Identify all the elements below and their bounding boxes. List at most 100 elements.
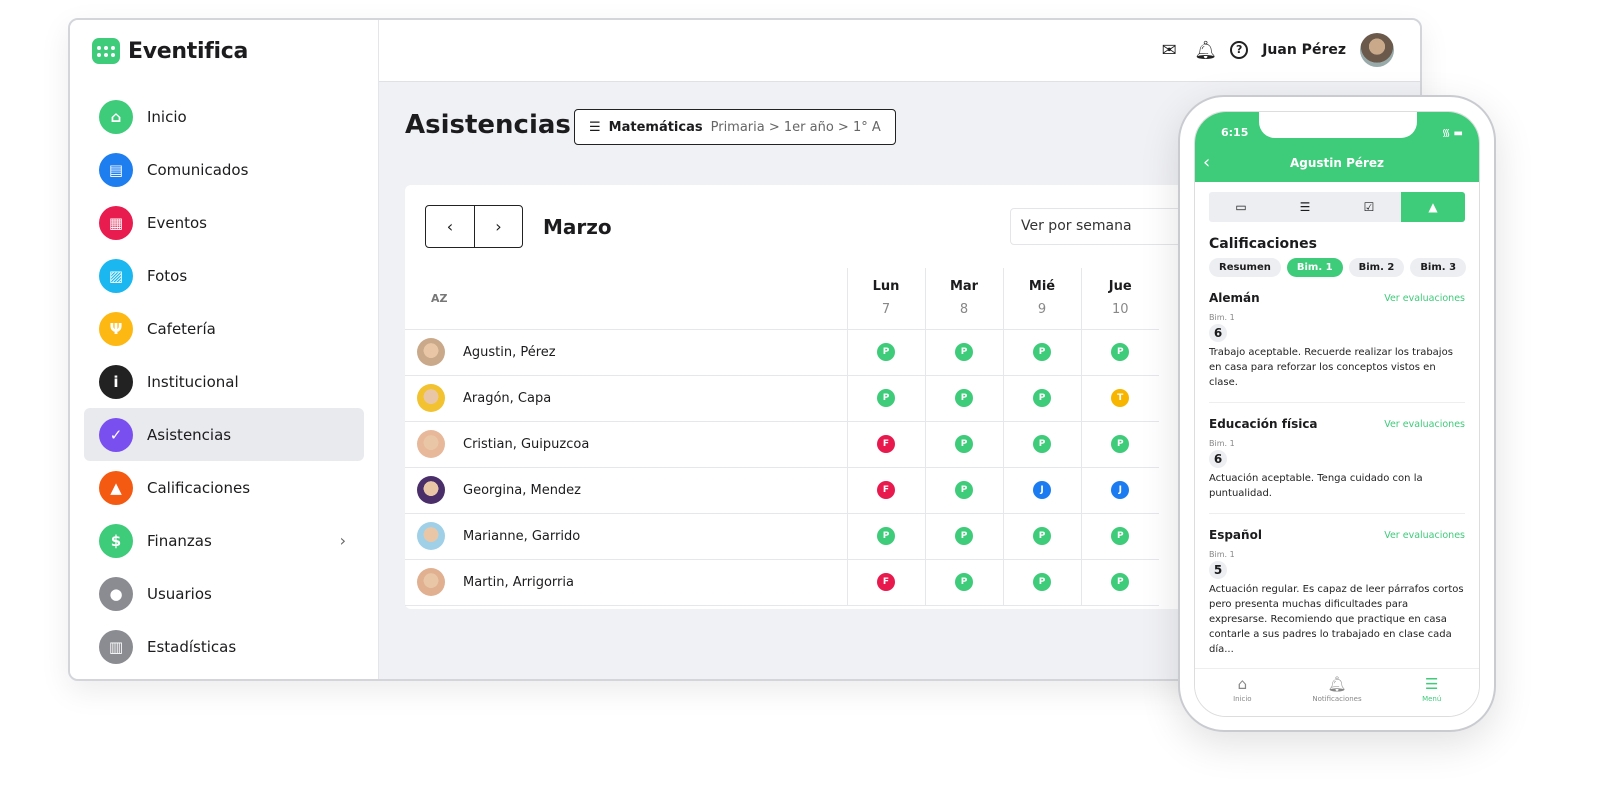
- sidebar-item-6[interactable]: ✓ Asistencias: [84, 408, 364, 461]
- phone-tabs: ▭ ☰ ☑ ▲: [1209, 192, 1465, 222]
- id-card-icon[interactable]: ▭: [1235, 200, 1247, 214]
- user-name[interactable]: Juan Pérez: [1262, 42, 1346, 58]
- student-name[interactable]: Georgina, Mendez: [463, 482, 582, 498]
- attendance-badge[interactable]: P: [1111, 573, 1130, 591]
- sidebar-item-9[interactable]: ● Usuarios: [84, 567, 364, 620]
- day-name: Jue: [1108, 279, 1132, 295]
- attendance-badge[interactable]: P: [877, 527, 895, 545]
- page-title: Asistencias: [405, 110, 571, 140]
- sidebar-item-10[interactable]: ▥ Estadísticas: [84, 620, 364, 673]
- sidebar-nav: ⌂ Inicio ▤ Comunicados ▦ Eventos ▨ Fotos Ψ Cafete…: [84, 90, 364, 673]
- tab-notificaciones[interactable]: 🔔︎ Notificaciones: [1290, 669, 1385, 716]
- attendance-badge[interactable]: F: [877, 481, 895, 499]
- attendance-badge[interactable]: T: [1111, 389, 1130, 407]
- student-name[interactable]: Martin, Arrigorria: [463, 574, 574, 590]
- graduation-cap-icon[interactable]: ▲: [1401, 192, 1465, 222]
- student-name[interactable]: Agustin, Pérez: [463, 344, 556, 360]
- user-avatar[interactable]: [1360, 33, 1394, 67]
- table-row: Cristian, Guipuzcoa F P P P: [405, 421, 1159, 468]
- period-pills: Resumen Bim. 1 Bim. 2 Bim. 3: [1209, 258, 1479, 277]
- attendance-badge[interactable]: P: [955, 481, 973, 499]
- attendance-badge[interactable]: F: [877, 573, 895, 591]
- attendance-badge[interactable]: J: [1111, 481, 1130, 499]
- sidebar-item-1[interactable]: ▤ Comunicados: [84, 143, 364, 196]
- bell-icon[interactable]: 🔔︎: [1194, 39, 1218, 61]
- table-row: Martin, Arrigorria F P P P: [405, 559, 1159, 606]
- subject-name: Educación física: [1209, 417, 1318, 431]
- phone-tabbar: ⌂ Inicio 🔔︎ Notificaciones ☰ Menú: [1195, 668, 1479, 716]
- period-pill[interactable]: Resumen: [1209, 258, 1281, 277]
- attendance-badge[interactable]: P: [955, 389, 973, 407]
- attendance-badge[interactable]: P: [955, 343, 973, 361]
- subject-grade: Español Ver evaluaciones Bim. 1 5 Actuación …: [1209, 514, 1465, 670]
- tab-inicio[interactable]: ⌂ Inicio: [1195, 669, 1290, 716]
- sidebar-item-0[interactable]: ⌂ Inicio: [84, 90, 364, 143]
- sidebar-item-5[interactable]: i Institucional: [84, 355, 364, 408]
- photo-icon: ▨: [99, 258, 133, 293]
- subject-name: Español: [1209, 528, 1262, 542]
- dollar-icon: $: [99, 523, 133, 558]
- day-number: 9: [1037, 302, 1047, 318]
- attendance-badge[interactable]: P: [955, 573, 973, 591]
- attendance-badge[interactable]: P: [1033, 389, 1051, 407]
- attendance-badge[interactable]: P: [877, 343, 895, 361]
- sidebar-item-label: Cafetería: [147, 319, 216, 338]
- attendance-badge[interactable]: P: [1033, 573, 1051, 591]
- attendance-table: AZ Lun 7 Mar 8 Mié 9 Jue 10 Agustin, Pérez P P P P Ar…: [405, 268, 1159, 606]
- sidebar-item-3[interactable]: ▨ Fotos: [84, 249, 364, 302]
- subject-grade: Alemán Ver evaluaciones Bim. 1 6 Trabajo ace…: [1209, 277, 1465, 403]
- list-icon[interactable]: ☰: [1299, 200, 1311, 214]
- attendance-badge[interactable]: J: [1033, 481, 1051, 499]
- student-name: Agustin Pérez: [1289, 156, 1385, 170]
- attendance-badge[interactable]: P: [1033, 343, 1051, 361]
- view-evaluations-link[interactable]: Ver evaluaciones: [1384, 529, 1465, 541]
- attendance-badge[interactable]: P: [1111, 435, 1130, 453]
- next-button[interactable]: ›: [474, 206, 522, 247]
- sidebar-item-label: Usuarios: [147, 584, 212, 603]
- student-name[interactable]: Aragón, Capa: [463, 390, 552, 406]
- tab-menu[interactable]: ☰ Menú: [1384, 669, 1479, 716]
- sidebar-item-8[interactable]: $ Finanzas ›: [84, 514, 364, 567]
- clipboard-icon[interactable]: ☑: [1363, 200, 1375, 214]
- student-name[interactable]: Cristian, Guipuzcoa: [463, 436, 590, 452]
- graduation-cap-icon: ▲: [99, 470, 133, 505]
- back-icon[interactable]: ‹: [1203, 152, 1211, 173]
- day-header: Mar 8: [924, 268, 1003, 330]
- sidebar-item-label: Asistencias: [147, 425, 232, 444]
- sidebar-item-7[interactable]: ▲ Calificaciones: [84, 461, 364, 514]
- period-pill[interactable]: Bim. 2: [1348, 258, 1405, 277]
- attendance-badge[interactable]: P: [1033, 527, 1051, 545]
- period-label: Bim. 1: [1209, 550, 1235, 559]
- attendance-badge[interactable]: P: [1111, 527, 1130, 545]
- prev-button[interactable]: ‹: [426, 206, 474, 247]
- logo[interactable]: Eventifica: [92, 38, 248, 64]
- grade-comment: Trabajo aceptable. Recuerde realizar los…: [1209, 347, 1453, 388]
- sidebar-item-4[interactable]: Ψ Cafetería: [84, 302, 364, 355]
- table-row: Georgina, Mendez F P J J: [405, 467, 1159, 514]
- student-avatar: [417, 568, 445, 596]
- status-icons: ᯾ ▬: [1441, 128, 1463, 139]
- grade-value: 6: [1209, 324, 1227, 342]
- period-pill[interactable]: Bim. 3: [1410, 258, 1467, 277]
- info-icon: i: [99, 364, 133, 399]
- attendance-badge[interactable]: F: [877, 435, 895, 453]
- attendance-badge[interactable]: P: [1033, 435, 1051, 453]
- mail-icon[interactable]: ✉: [1161, 39, 1177, 61]
- sidebar: Eventifica ⌂ Inicio ▤ Comunicados ▦ Eventos ▨ F…: [70, 20, 379, 679]
- class-selector[interactable]: ☰ Matemáticas Primaria > 1er año > 1° A: [574, 109, 896, 145]
- help-icon[interactable]: ?: [1230, 41, 1249, 59]
- attendance-badge[interactable]: P: [955, 435, 973, 453]
- view-evaluations-link[interactable]: Ver evaluaciones: [1384, 418, 1465, 430]
- attendance-badge[interactable]: P: [1111, 343, 1130, 361]
- attendance-badge[interactable]: P: [955, 527, 973, 545]
- student-name[interactable]: Marianne, Garrido: [463, 528, 581, 544]
- attendance-badge[interactable]: P: [877, 389, 895, 407]
- day-name: Mar: [949, 279, 979, 295]
- sidebar-item-2[interactable]: ▦ Eventos: [84, 196, 364, 249]
- period-pill[interactable]: Bim. 1: [1286, 258, 1343, 277]
- period-label: Bim. 1: [1209, 313, 1235, 322]
- menu-icon: ☰: [1424, 675, 1439, 693]
- sort-az-icon[interactable]: AZ: [431, 291, 448, 305]
- grade-comment: Actuación regular. Es capaz de leer párr…: [1209, 584, 1464, 655]
- view-evaluations-link[interactable]: Ver evaluaciones: [1384, 292, 1465, 304]
